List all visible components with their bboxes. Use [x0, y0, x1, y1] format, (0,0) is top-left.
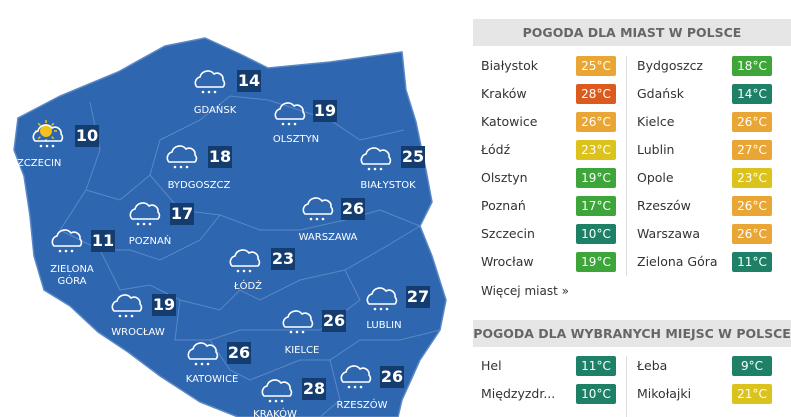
city-name: KIELCE: [284, 345, 320, 356]
temperature-badge: 19°C: [576, 168, 616, 188]
weather-icon: [366, 287, 398, 311]
city-name[interactable]: Zielona Góra: [637, 254, 718, 269]
city-name[interactable]: Rzeszów: [637, 198, 691, 213]
temperature-badge: 26°C: [732, 224, 772, 244]
weather-icon: [360, 147, 392, 171]
city-temperature: 10: [75, 125, 99, 147]
temperature-badge: 23°C: [576, 140, 616, 160]
city-name[interactable]: Szczecin: [481, 226, 535, 241]
temperature-badge: 18°C: [732, 56, 772, 76]
temperature-badge: 11°C: [576, 356, 616, 376]
temperature-badge: 10°C: [576, 384, 616, 404]
city-temperature: 11: [91, 230, 115, 252]
city-temperature: 27: [406, 286, 430, 308]
city-name[interactable]: Gdańsk: [637, 86, 684, 101]
temperature-badge: 26°C: [576, 112, 616, 132]
city-name[interactable]: Opole: [637, 170, 674, 185]
panel-header: POGODA DLA WYBRANYCH MIEJSC W POLSCE: [473, 320, 791, 347]
column-divider: [626, 356, 627, 417]
city-temperature: 26: [380, 366, 404, 388]
weather-icon: [194, 70, 226, 94]
panel-header: POGODA DLA MIAST W POLSCE: [473, 19, 791, 46]
city-temperature: 23: [271, 248, 295, 270]
city-name[interactable]: Kielce: [637, 114, 675, 129]
temperature-badge: 26°C: [732, 196, 772, 216]
temperature-badge: 26°C: [732, 112, 772, 132]
city-name: BYDGOSZCZ: [167, 180, 231, 191]
city-name: KRAKÓW: [253, 409, 297, 417]
city-name[interactable]: Międzyzdr...: [481, 386, 556, 401]
city-name: LUBLIN: [366, 320, 402, 331]
weather-icon: [166, 145, 198, 169]
city-name[interactable]: Lublin: [637, 142, 675, 157]
city-name: ŁÓDŹ: [233, 281, 263, 292]
city-temperature: 19: [313, 100, 337, 122]
city-temperature: 14: [237, 70, 261, 92]
city-name: WROCŁAW: [111, 327, 165, 338]
temperature-badge: 28°C: [576, 84, 616, 104]
temperature-badge: 10°C: [576, 224, 616, 244]
city-name[interactable]: Łeba: [637, 358, 668, 373]
city-name: OLSZTYN: [272, 134, 320, 145]
city-temperature: 26: [227, 342, 251, 364]
city-name: SZCZECIN: [10, 158, 62, 169]
city-name[interactable]: Bydgoszcz: [637, 58, 703, 73]
city-temperature: 25: [401, 146, 425, 168]
temperature-badge: 23°C: [732, 168, 772, 188]
city-temperature: 26: [341, 198, 365, 220]
city-temperature: 17: [170, 203, 194, 225]
temperature-badge: 21°C: [732, 384, 772, 404]
temperature-badge: 14°C: [732, 84, 772, 104]
city-name: POZNAŃ: [128, 236, 172, 247]
temperature-badge: 17°C: [576, 196, 616, 216]
weather-icon: [261, 379, 293, 403]
weather-icon: [274, 102, 306, 126]
city-name: WARSZAWA: [298, 232, 358, 243]
city-name[interactable]: Łódź: [481, 142, 511, 157]
city-name: GDAŃSK: [193, 105, 237, 116]
column-divider: [626, 56, 627, 276]
weather-icon: [282, 310, 314, 334]
city-temperature: 28: [302, 378, 326, 400]
city-name: KATOWICE: [185, 374, 239, 385]
weather-icon: [302, 197, 334, 221]
temperature-badge: 9°C: [732, 356, 772, 376]
more-link[interactable]: Więcej miast »: [481, 284, 569, 298]
city-temperature: 19: [152, 294, 176, 316]
city-name[interactable]: Warszawa: [637, 226, 700, 241]
city-name: BIAŁYSTOK: [360, 180, 416, 191]
temperature-badge: 27°C: [732, 140, 772, 160]
city-name[interactable]: Mikołajki: [637, 386, 692, 401]
city-name[interactable]: Wrocław: [481, 254, 534, 269]
city-name[interactable]: Hel: [481, 358, 502, 373]
city-name[interactable]: Poznań: [481, 198, 526, 213]
city-name[interactable]: Białystok: [481, 58, 538, 73]
weather-icon: [111, 294, 143, 318]
weather-icon: [340, 365, 372, 389]
city-name: RZESZÓW: [336, 400, 388, 411]
city-temperature: 18: [208, 146, 232, 168]
weather-icon: [229, 249, 261, 273]
weather-icon: [32, 120, 64, 148]
city-name[interactable]: Kraków: [481, 86, 527, 101]
weather-icon: [129, 202, 161, 226]
weather-icon: [51, 229, 83, 253]
city-name: ZIELONA GÓRA: [50, 264, 94, 287]
temperature-badge: 11°C: [732, 252, 772, 272]
weather-icon: [187, 342, 219, 366]
temperature-badge: 19°C: [576, 252, 616, 272]
temperature-badge: 25°C: [576, 56, 616, 76]
city-name[interactable]: Olsztyn: [481, 170, 528, 185]
city-name[interactable]: Katowice: [481, 114, 538, 129]
city-temperature: 26: [322, 310, 346, 332]
